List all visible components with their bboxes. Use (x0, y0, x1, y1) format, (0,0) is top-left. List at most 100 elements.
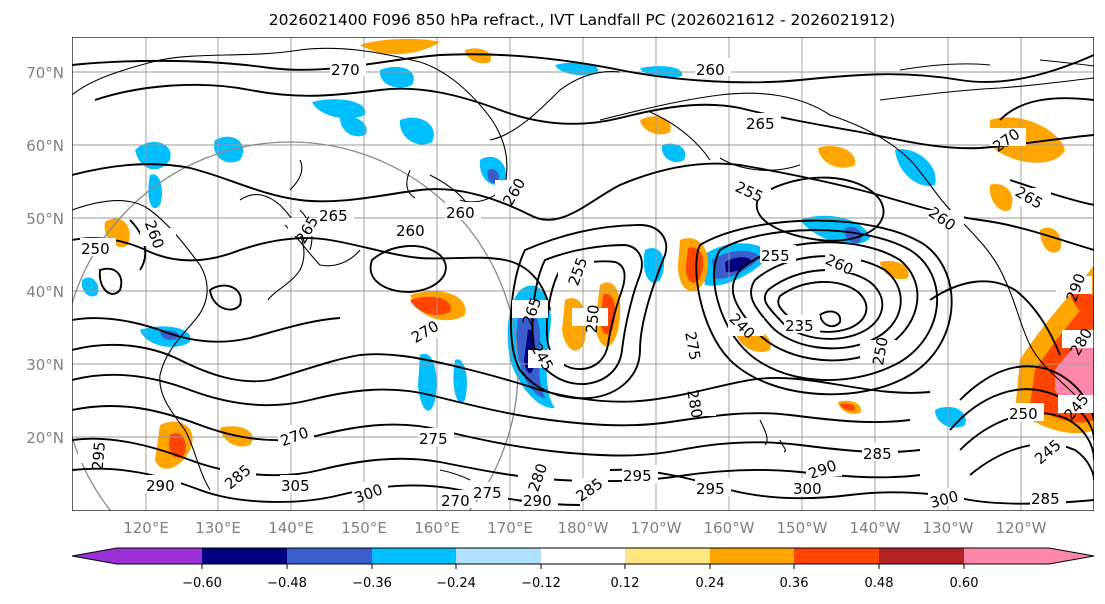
colorbar-tick-label: −0.12 (521, 576, 561, 591)
shade-patch (453, 359, 467, 403)
colorbar-segment (710, 548, 796, 564)
lat-label: 40°N (26, 283, 64, 301)
shade-patch (1040, 227, 1062, 253)
lon-label: 130°E (195, 519, 241, 537)
lon-label: 150°E (341, 519, 387, 537)
lat-label: 50°N (26, 210, 64, 228)
contour-label: 280 (683, 388, 706, 419)
shade-patch (360, 38, 440, 55)
lon-label: 170°E (487, 519, 533, 537)
lat-label: 20°N (26, 429, 64, 447)
lat-labels: 70°N 60°N 50°N 40°N 30°N 20°N (26, 64, 64, 447)
colorbar-tick-label: 0.12 (611, 576, 640, 591)
lon-label: 130°W (923, 519, 974, 537)
lon-label: 150°W (777, 519, 828, 537)
shade-patch (465, 48, 491, 64)
contour-label: 300 (793, 480, 822, 498)
lon-label: 140°W (850, 519, 901, 537)
contour-label: 250 (583, 304, 603, 334)
colorbar-segment (794, 548, 880, 564)
contour-label: 265 (319, 207, 348, 225)
lat-label: 30°N (26, 356, 64, 374)
contour-label: 255 (761, 247, 790, 265)
contour-label: 295 (89, 441, 109, 471)
contour-label: 275 (419, 430, 448, 448)
contour-label: 260 (696, 61, 725, 79)
colorbar-segment (541, 548, 627, 564)
contour-label: 295 (623, 467, 652, 485)
shade-patch (312, 99, 366, 119)
lon-label: 160°W (704, 519, 755, 537)
lon-label: 120°E (123, 519, 169, 537)
shade-patch (214, 136, 244, 163)
shade-patch (895, 149, 936, 186)
shade-patch (135, 141, 171, 170)
colorbar-tick-label: 0.60 (950, 576, 979, 591)
colorbar-tick-label: 0.24 (696, 576, 725, 591)
colorbar-segment (202, 548, 288, 564)
lat-label: 70°N (26, 64, 64, 82)
colorbar-extend-max (1049, 548, 1094, 564)
shade-patch (1055, 328, 1094, 413)
contour-label: 270 (441, 492, 470, 510)
lon-label: 170°W (631, 519, 682, 537)
contour-label: 285 (1031, 490, 1060, 508)
contour-label: 270 (331, 61, 360, 79)
shade-patch (487, 169, 500, 184)
colorbar-segment (879, 548, 965, 564)
contour-label: 265 (746, 115, 775, 133)
shade-patch (685, 247, 704, 283)
colorbar-tick-label: 0.48 (865, 576, 894, 591)
contour-label: 275 (473, 484, 502, 502)
contour-label: 275 (681, 330, 704, 361)
contour-label: 260 (446, 204, 475, 222)
lat-label: 60°N (26, 137, 64, 155)
shade-patch (410, 296, 451, 315)
colorbar-segment (964, 548, 1050, 564)
colorbar-tick-label: 0.36 (780, 576, 809, 591)
contour-label: 290 (146, 477, 175, 495)
shade-patch (840, 403, 855, 411)
colorbar-tick-label: −0.60 (182, 576, 222, 591)
shade-patch (148, 174, 162, 209)
contour-labels: 270 260 265 270 265 255 260 265 250 260 … (78, 58, 1094, 512)
contour-label: 250 (1009, 405, 1038, 423)
shade-patch (81, 277, 99, 297)
shade-patch (989, 184, 1013, 211)
lon-label: 160°E (414, 519, 460, 537)
map-panel: 270 260 265 270 265 255 260 265 250 260 … (72, 37, 1094, 512)
shade-patch (169, 432, 186, 458)
shade-patch (340, 116, 367, 137)
colorbar-segment (456, 548, 542, 564)
contour-label: 260 (396, 222, 425, 240)
contour-label: 290 (523, 492, 552, 510)
colorbar-segment (287, 548, 373, 564)
shade-patch (725, 257, 752, 273)
region-circle (72, 141, 519, 511)
contour-label: 295 (696, 480, 725, 498)
contour-label: 250 (81, 240, 110, 258)
lon-label: 120°W (996, 519, 1047, 537)
shade-patch (880, 260, 909, 280)
map-title: 2026021400 F096 850 hPa refract., IVT La… (269, 11, 895, 29)
colorbar-tick-label: −0.48 (267, 576, 307, 591)
colorbar-segment (625, 548, 711, 564)
contour-label: 235 (785, 317, 814, 335)
shade-patch (640, 116, 671, 135)
contour-label: 285 (863, 445, 892, 463)
shade-patch (818, 145, 856, 168)
colorbar-segment (117, 548, 203, 564)
contour-label: 250 (869, 335, 892, 366)
shade-patch (399, 117, 434, 145)
shade-patch (643, 248, 665, 283)
colorbar-segment (372, 548, 458, 564)
colorbar-extend-min (72, 548, 117, 564)
lon-label: 180°W (558, 519, 609, 537)
contour-label: 300 (928, 487, 960, 512)
colorbar-tick-label: −0.36 (352, 576, 392, 591)
colorbar-tick-label: −0.24 (436, 576, 476, 591)
lon-label: 140°E (268, 519, 314, 537)
lon-labels: 120°E 130°E 140°E 150°E 160°E 170°E 180°… (123, 519, 1046, 537)
shade-patch (661, 143, 686, 163)
